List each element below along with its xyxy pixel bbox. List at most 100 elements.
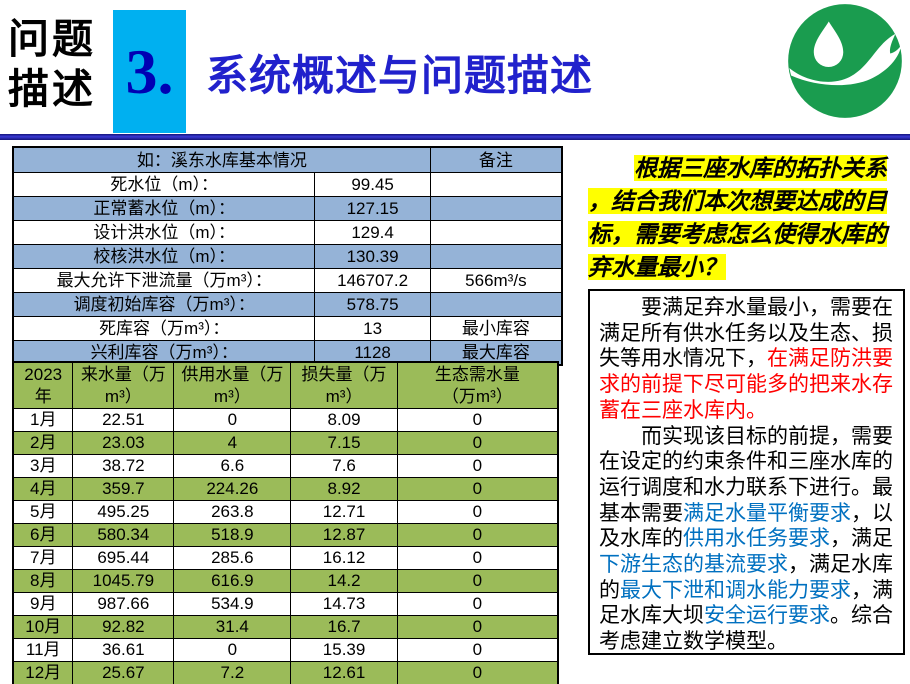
month-label: 3月 [12, 454, 74, 478]
table-cell: 16.12 [290, 546, 398, 570]
month-label: 10月 [12, 615, 74, 639]
table-cell: 31.4 [173, 615, 292, 639]
highlight-note-text: 根据三座水库的拓扑关系 ，结合我们本次想要达成的目 标，需要考虑怎么使得水库的 … [588, 155, 887, 280]
row-value: 578.75 [314, 292, 431, 317]
table-cell: 6.6 [173, 454, 292, 478]
table-row: 4月 359.7 224.26 8.92 0 [12, 477, 559, 501]
row-remark [429, 244, 563, 269]
text-segment: 而实现该目标的前提，需要 在设定的约束条件和三座水库的 运行调度和水力联系下进行… [599, 424, 893, 525]
table-cell: 0 [396, 661, 559, 684]
table-cell: 14.2 [290, 569, 398, 593]
row-value: 127.15 [314, 196, 431, 221]
table-cell: 359.7 [72, 477, 175, 501]
table-cell: 495.25 [72, 500, 175, 524]
water-drop-hand-logo-icon [787, 3, 903, 119]
table-cell: 14.73 [290, 592, 398, 616]
table-cell: 0 [396, 638, 559, 662]
table-cell: 0 [396, 500, 559, 524]
table-cell: 518.9 [173, 523, 292, 547]
row-value: 130.39 [314, 244, 431, 269]
row-value: 129.4 [314, 220, 431, 245]
table-row: 调度初始库容（万m³）： 578.75 [12, 292, 563, 317]
row-remark [429, 196, 563, 221]
table-row: 12月 25.67 7.2 12.61 0 [12, 661, 559, 684]
table-row: 10月 92.82 31.4 16.7 0 [12, 615, 559, 639]
table-cell: 987.66 [72, 592, 175, 616]
text-segment: ，满 足水库大坝 [599, 578, 893, 628]
table-cell: 12.61 [290, 661, 398, 684]
highlight-note: 根据三座水库的拓扑关系 ，结合我们本次想要达成的目 标，需要考虑怎么使得水库的 … [588, 152, 908, 284]
text-segment: 供用水任务要求 [683, 527, 830, 551]
description-box: 要满足弃水量最小，需要在 满足所有供水任务以及生态、损 失等用水情况下，在满足防… [588, 289, 905, 655]
text-segment: 最大下泄和调水能力要求 [620, 578, 851, 602]
table-row: 死水位（m）： 99.45 [12, 172, 563, 197]
table-row: 2月 23.03 4 7.15 0 [12, 431, 559, 455]
table-cell: 7.6 [290, 454, 398, 478]
table-cell: 15.39 [290, 638, 398, 662]
table-cell: 580.34 [72, 523, 175, 547]
logo-svg [788, 4, 902, 118]
row-label: 校核洪水位（m）： [12, 244, 316, 269]
row-remark [429, 292, 563, 317]
row-remark: 最小库容 [429, 316, 563, 341]
table-cell: 0 [396, 477, 559, 501]
remark-header: 备注 [429, 146, 563, 173]
table-cell: 4 [173, 431, 292, 455]
table-row: 8月 1045.79 616.9 14.2 0 [12, 569, 559, 593]
row-remark [429, 220, 563, 245]
month-label: 9月 [12, 592, 74, 616]
description-paragraph-1: 要满足弃水量最小，需要在 满足所有供水任务以及生态、损 失等用水情况下，在满足防… [599, 295, 894, 424]
month-label: 5月 [12, 500, 74, 524]
section-number-box: 3. [113, 10, 186, 133]
text-segment: 要满足弃水量最小，需要在 满足所有供水任务以及生态、损 失等用水情况下， [599, 296, 893, 371]
section-kicker: 问题 描述 [8, 16, 96, 112]
row-remark [429, 172, 563, 197]
column-header: 2023 年 [12, 361, 74, 409]
table-row: 正常蓄水位（m）： 127.15 [12, 196, 563, 221]
table-cell: 7.15 [290, 431, 398, 455]
row-value: 99.45 [314, 172, 431, 197]
table-row: 设计洪水位（m）： 129.4 [12, 220, 563, 245]
table-cell: 8.09 [290, 408, 398, 432]
row-label: 死库容（万m³）： [12, 316, 316, 341]
table-cell: 224.26 [173, 477, 292, 501]
table-row: 9月 987.66 534.9 14.73 0 [12, 592, 559, 616]
row-value: 146707.2 [314, 268, 431, 293]
column-header: 损失量（万 m³） [290, 361, 398, 409]
row-label: 设计洪水位（m）： [12, 220, 316, 245]
reservoir-info-table: 如：溪东水库基本情况 备注 死水位（m）： 99.45 正常蓄水位（m）： 127.15 设… [12, 146, 563, 366]
row-remark: 566m³/s [429, 268, 563, 293]
table-cell: 0 [396, 408, 559, 432]
month-label: 4月 [12, 477, 74, 501]
table-cell: 695.44 [72, 546, 175, 570]
table-cell: 25.67 [72, 661, 175, 684]
row-label: 调度初始库容（万m³）： [12, 292, 316, 317]
table-cell: 616.9 [173, 569, 292, 593]
table-row: 死库容（万m³）： 13 最小库容 [12, 316, 563, 341]
table-cell: 7.2 [173, 661, 292, 684]
table-row: 3月 38.72 6.6 7.6 0 [12, 454, 559, 478]
table-cell: 285.6 [173, 546, 292, 570]
row-value: 13 [314, 316, 431, 341]
table-row: 最大允许下泄流量（万m³）： 146707.2 566m³/s [12, 268, 563, 293]
month-label: 8月 [12, 569, 74, 593]
row-label: 最大允许下泄流量（万m³）： [12, 268, 316, 293]
text-segment: 在满足防洪要 求的前提下尽可能多的把来水存 蓄在三座水库内。 [599, 347, 893, 422]
table-cell: 22.51 [72, 408, 175, 432]
table-cell: 0 [173, 408, 292, 432]
monthly-table-header-row: 2023 年来水量（万 m³） 供用水量（万 m³） 损失量（万 m³） 生态需水量 … [12, 361, 559, 409]
column-header: 供用水量（万 m³） [173, 361, 292, 409]
table-cell: 534.9 [173, 592, 292, 616]
table-row: 11月 36.61 0 15.39 0 [12, 638, 559, 662]
table-cell: 0 [396, 592, 559, 616]
table-cell: 0 [396, 546, 559, 570]
section-number: 3. [125, 35, 174, 107]
text-segment: 安全运行要求 [704, 604, 830, 628]
text-segment: ，满足 [830, 527, 893, 551]
month-label: 2月 [12, 431, 74, 455]
table-cell: 16.7 [290, 615, 398, 639]
text-segment: ，满足水库 的 [599, 553, 893, 602]
month-label: 6月 [12, 523, 74, 547]
text-segment: 满足水量平衡要求 [683, 501, 851, 525]
table-row: 6月 580.34 518.9 12.87 0 [12, 523, 559, 547]
